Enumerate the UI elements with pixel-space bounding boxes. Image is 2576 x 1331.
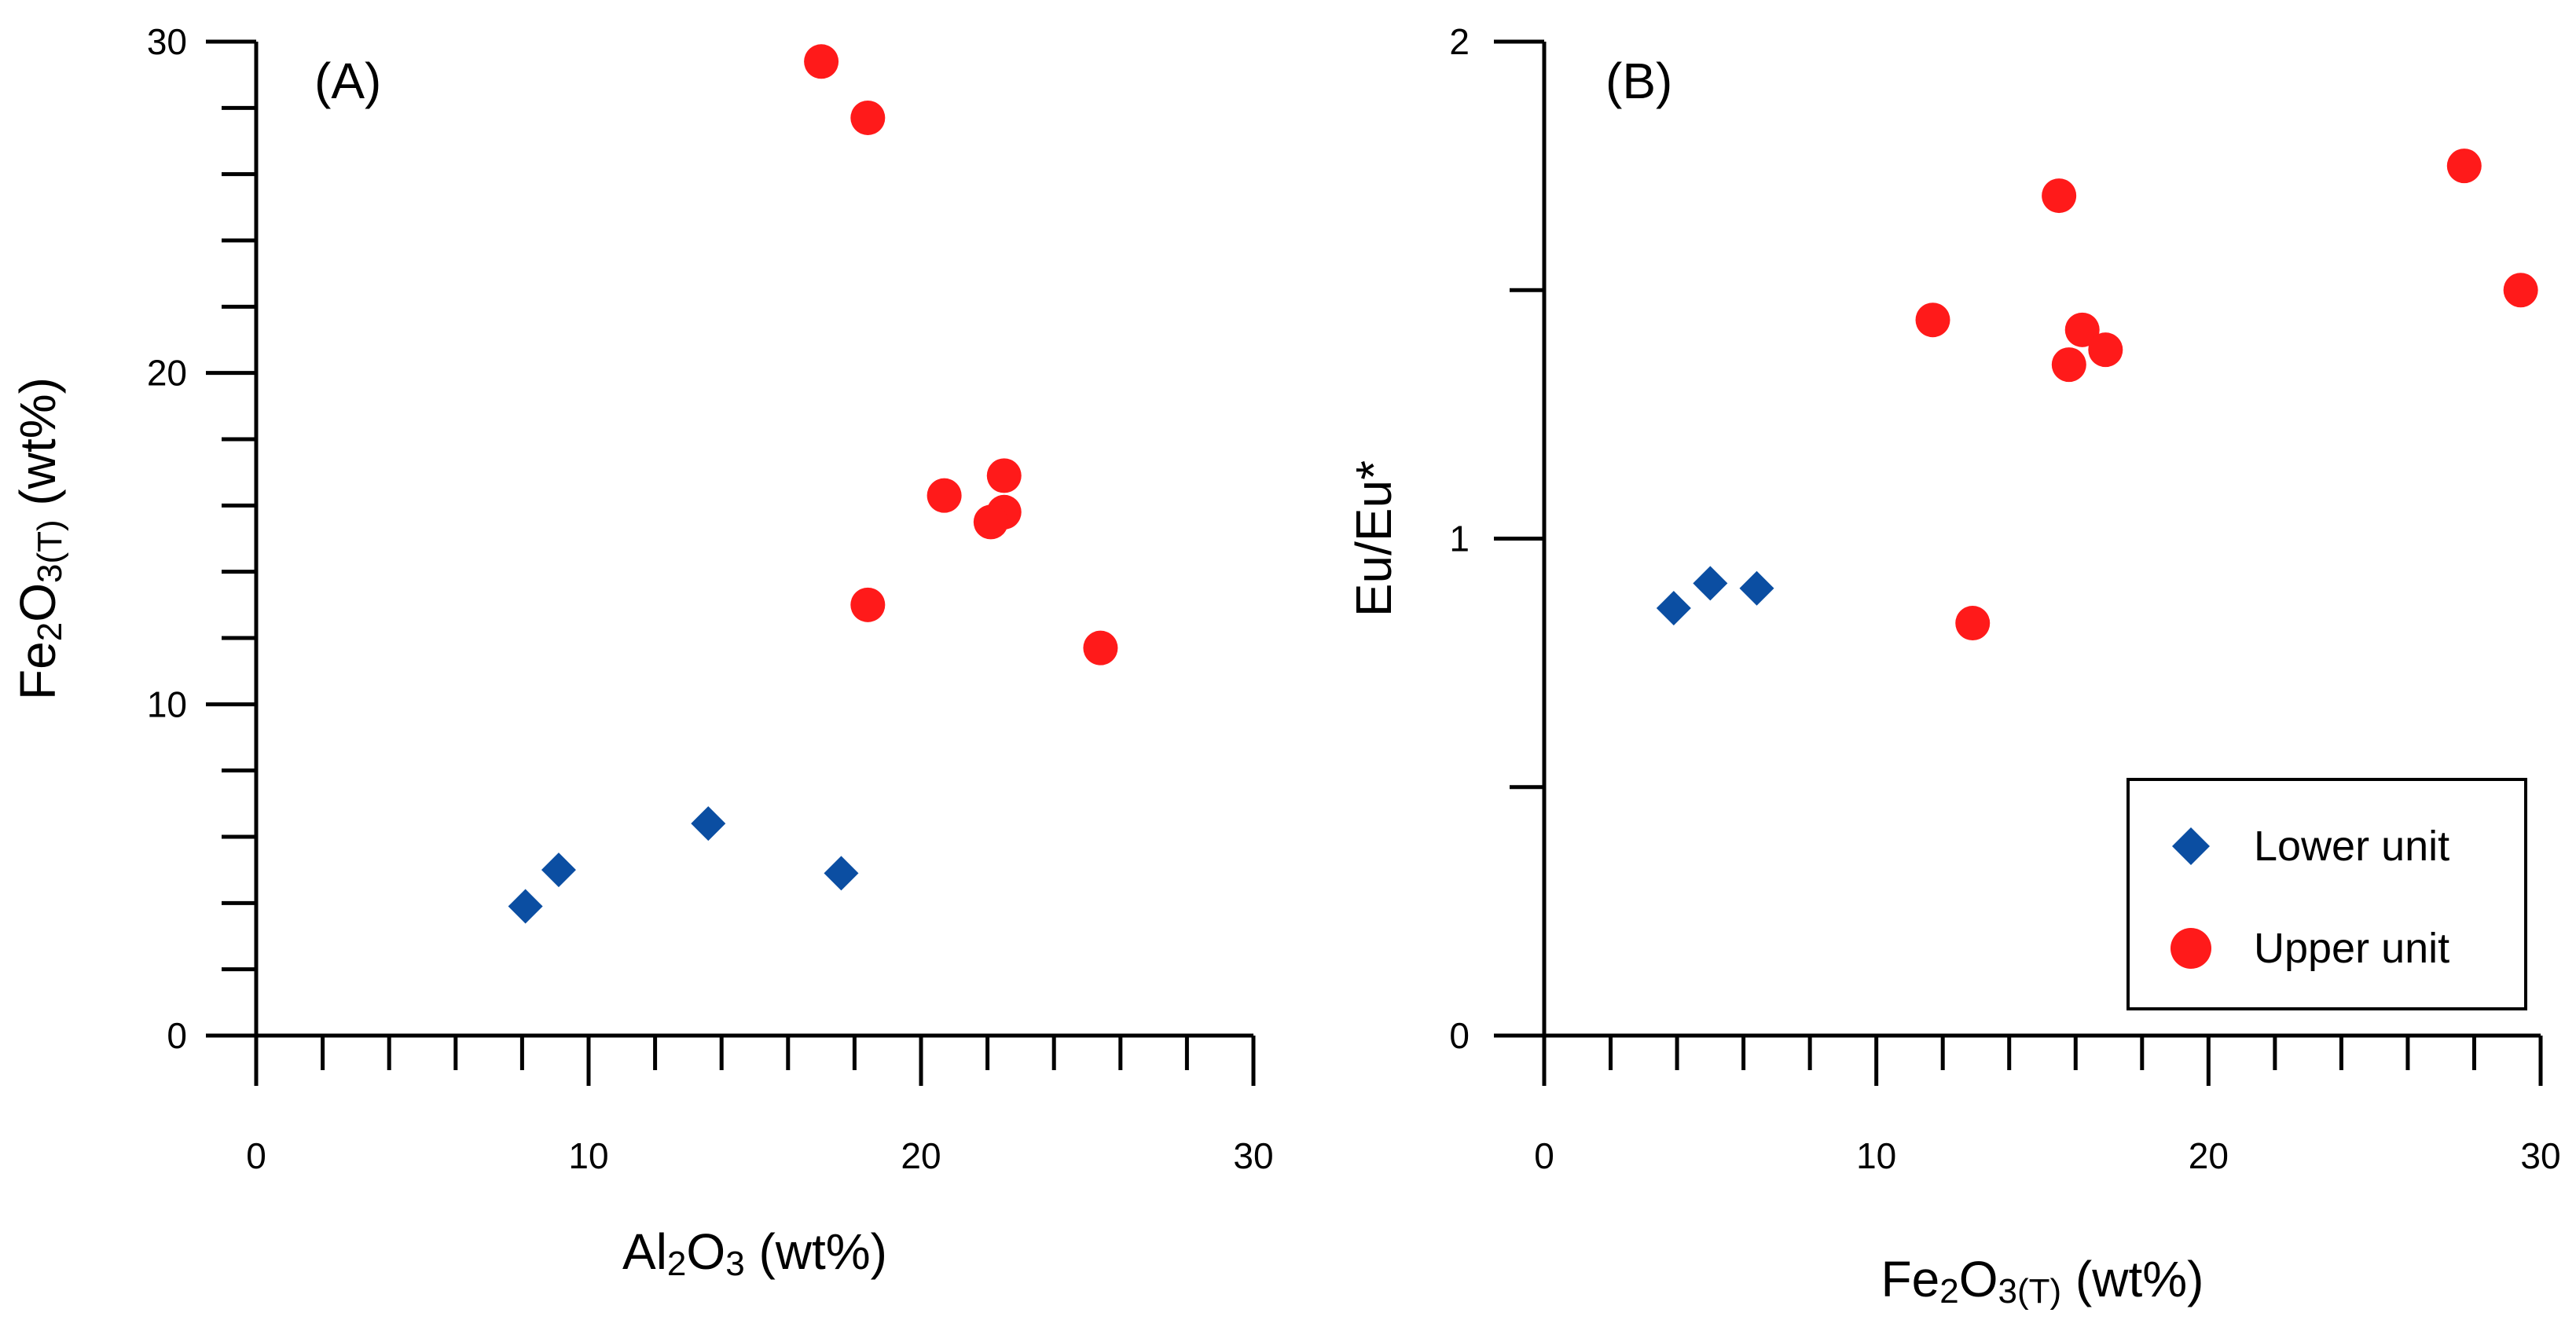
y-tick-label: 0	[167, 1015, 187, 1056]
legend-label: Upper unit	[2254, 925, 2449, 972]
y-tick-label: 0	[1449, 1015, 1470, 1056]
x-tick-label: 30	[2520, 1135, 2560, 1176]
data-point-upper-unit	[804, 44, 839, 79]
x-tick-label: 0	[1534, 1135, 1554, 1176]
x-tick-label: 0	[246, 1135, 266, 1176]
data-point-upper-unit	[1915, 302, 1950, 338]
x-axis-label: Fe2O3(T) (wt%)	[1881, 1251, 2204, 1311]
data-point-upper-unit	[1083, 630, 1118, 666]
y-tick-label: 20	[147, 353, 187, 394]
x-tick-label: 20	[901, 1135, 941, 1176]
x-tick-label: 20	[2189, 1135, 2229, 1176]
data-point-upper-unit	[927, 478, 962, 513]
data-point-upper-unit	[2088, 332, 2123, 368]
data-point-lower-unit	[1656, 591, 1691, 626]
data-point-upper-unit	[2042, 178, 2077, 214]
panel-label: (A)	[314, 53, 381, 109]
legend-label: Lower unit	[2254, 823, 2449, 870]
y-axis-label: Eu/Eu*	[1345, 460, 1402, 617]
data-point-upper-unit	[2064, 312, 2100, 347]
data-point-upper-unit	[850, 587, 886, 622]
y-tick-label: 10	[147, 684, 187, 724]
data-point-lower-unit	[508, 889, 543, 924]
data-point-lower-unit	[824, 856, 859, 891]
x-tick-label: 10	[1856, 1135, 1896, 1176]
panel-a: 0 10 20 30 0 10 20 30 Al2O3 (wt%) Fe2O3(T) (wt%) (…	[9, 21, 1274, 1283]
data-point-lower-unit	[1739, 570, 1774, 606]
data-point-upper-unit	[2446, 148, 2482, 184]
x-tick-label: 10	[568, 1135, 608, 1176]
data-point-upper-unit	[2503, 273, 2538, 308]
legend: Lower unit Upper unit	[2126, 778, 2527, 1010]
data-point-upper-unit	[986, 458, 1022, 493]
panel-label: (B)	[1605, 53, 1672, 109]
data-point-upper-unit	[973, 504, 1008, 540]
legend-marker-lower-unit	[2172, 827, 2210, 865]
data-point-lower-unit	[1693, 566, 1728, 601]
y-tick-label: 30	[147, 21, 187, 62]
legend-box	[2126, 778, 2527, 1010]
data-point-upper-unit	[2051, 347, 2086, 383]
y-axis-label: Fe2O3(T) (wt%)	[9, 377, 69, 700]
x-tick-label: 30	[1233, 1135, 1273, 1176]
y-tick-label: 2	[1449, 21, 1470, 62]
data-point-upper-unit	[1955, 606, 1991, 641]
panel-b: 0 10 20 30 0 1 2 Fe2O3(T) (wt%) Eu/Eu* (B) Lower u…	[1345, 21, 2561, 1311]
x-axis-label: Al2O3 (wt%)	[622, 1223, 887, 1283]
y-tick-label: 1	[1449, 519, 1470, 559]
legend-marker-upper-unit	[2171, 928, 2211, 969]
data-point-upper-unit	[850, 100, 886, 135]
data-point-lower-unit	[691, 806, 726, 842]
data-point-lower-unit	[541, 852, 576, 888]
